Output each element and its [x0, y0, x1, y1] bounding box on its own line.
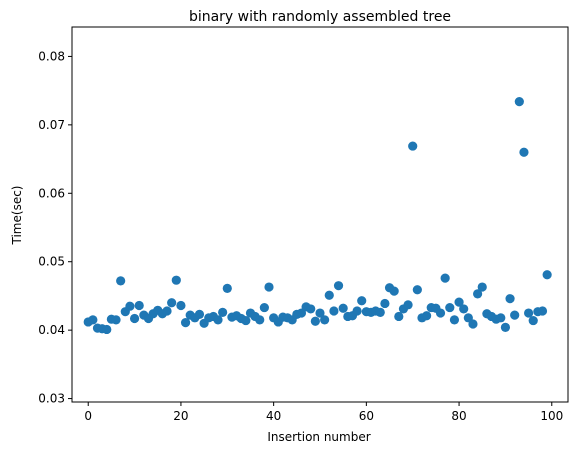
data-point: [408, 141, 418, 151]
data-point: [264, 282, 274, 292]
data-point: [352, 306, 362, 316]
data-point: [333, 281, 344, 291]
y-tick-label: 0.05: [38, 255, 65, 269]
x-tick-label: 20: [173, 409, 188, 423]
y-tick-label: 0.03: [38, 392, 65, 406]
data-point: [477, 282, 487, 292]
y-tick-label: 0.08: [38, 49, 65, 63]
data-point: [213, 315, 223, 325]
data-point: [459, 304, 469, 314]
data-point: [435, 308, 446, 318]
data-point: [510, 310, 520, 320]
data-point: [537, 306, 548, 316]
y-axis-label: Time(sec): [10, 186, 24, 246]
x-tick-label: 0: [84, 409, 92, 423]
data-point: [194, 309, 205, 320]
data-point: [218, 307, 228, 317]
data-point: [445, 302, 455, 313]
data-point: [528, 315, 538, 326]
data-point: [111, 315, 121, 325]
y-tick-label: 0.04: [38, 323, 65, 337]
data-points: [83, 96, 552, 335]
data-point: [116, 276, 126, 286]
data-point: [180, 318, 191, 328]
data-point: [102, 324, 112, 335]
plot-frame: [71, 26, 569, 403]
data-point: [389, 286, 399, 296]
x-tick-label: 100: [540, 409, 563, 423]
data-point: [241, 315, 251, 326]
x-tick-label: 40: [266, 409, 281, 423]
x-tick-label: 60: [359, 409, 374, 423]
data-point: [324, 290, 334, 300]
data-point: [88, 315, 98, 325]
data-point: [519, 147, 529, 157]
data-point: [468, 319, 478, 329]
data-point: [496, 313, 506, 323]
chart-title: binary with randomly assembled tree: [189, 9, 451, 25]
data-point: [514, 96, 524, 107]
data-point: [500, 322, 511, 333]
x-tick-label: 80: [451, 409, 466, 423]
data-point: [357, 296, 367, 306]
y-axis-ticks: 0.03 0.04 0.05 0.06 0.07 0.08: [38, 49, 72, 406]
y-tick-label: 0.07: [38, 118, 65, 132]
data-point: [338, 303, 348, 313]
data-point: [473, 289, 483, 299]
data-point: [542, 270, 552, 280]
data-point: [315, 308, 325, 318]
data-point: [524, 308, 534, 318]
data-point: [259, 302, 269, 313]
data-point: [454, 297, 464, 307]
data-point: [422, 311, 432, 321]
data-point: [320, 315, 330, 325]
y-tick-label: 0.06: [38, 186, 65, 200]
data-point: [222, 283, 232, 294]
data-point: [403, 300, 413, 310]
x-axis-label: Insertion number: [267, 430, 370, 444]
data-point: [310, 316, 320, 326]
data-point: [375, 307, 385, 317]
x-axis-ticks: 0 20 40 60 80 100: [84, 402, 563, 423]
data-point: [449, 315, 460, 325]
data-point: [306, 304, 316, 314]
data-point: [394, 311, 404, 322]
data-point: [134, 300, 144, 311]
data-point: [171, 275, 181, 285]
data-point: [505, 294, 515, 304]
data-point: [176, 300, 186, 311]
data-point: [129, 313, 140, 324]
data-point: [329, 306, 339, 316]
data-point: [255, 315, 265, 325]
data-point: [162, 306, 172, 316]
data-point: [440, 273, 450, 283]
data-point: [380, 298, 390, 309]
data-point: [167, 298, 177, 308]
data-point: [412, 285, 422, 295]
data-point: [125, 301, 135, 311]
